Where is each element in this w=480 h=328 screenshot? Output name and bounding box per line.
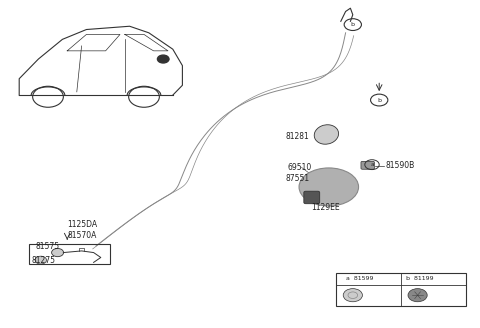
Ellipse shape xyxy=(314,125,338,144)
Circle shape xyxy=(408,289,427,302)
FancyBboxPatch shape xyxy=(361,161,374,169)
Text: b: b xyxy=(377,97,381,103)
Circle shape xyxy=(343,289,362,302)
FancyBboxPatch shape xyxy=(304,191,320,204)
Text: 81590B: 81590B xyxy=(386,161,415,170)
Text: 1125DA: 1125DA xyxy=(67,220,97,229)
Text: 81275: 81275 xyxy=(31,256,55,265)
Text: b: b xyxy=(351,22,355,27)
Text: 87551: 87551 xyxy=(286,174,310,183)
Circle shape xyxy=(157,55,169,63)
Ellipse shape xyxy=(299,168,359,206)
Bar xyxy=(29,244,110,264)
Text: a: a xyxy=(370,162,374,167)
Text: 69510: 69510 xyxy=(288,163,312,172)
Text: b  81199: b 81199 xyxy=(406,276,433,281)
Text: 81575: 81575 xyxy=(36,242,60,251)
Bar xyxy=(336,273,466,306)
Text: 1129EE: 1129EE xyxy=(311,203,340,212)
Text: 81281: 81281 xyxy=(286,132,309,141)
Text: 81570A: 81570A xyxy=(67,231,96,240)
Text: a  81599: a 81599 xyxy=(346,276,373,281)
Circle shape xyxy=(35,256,47,264)
Ellipse shape xyxy=(51,249,63,256)
